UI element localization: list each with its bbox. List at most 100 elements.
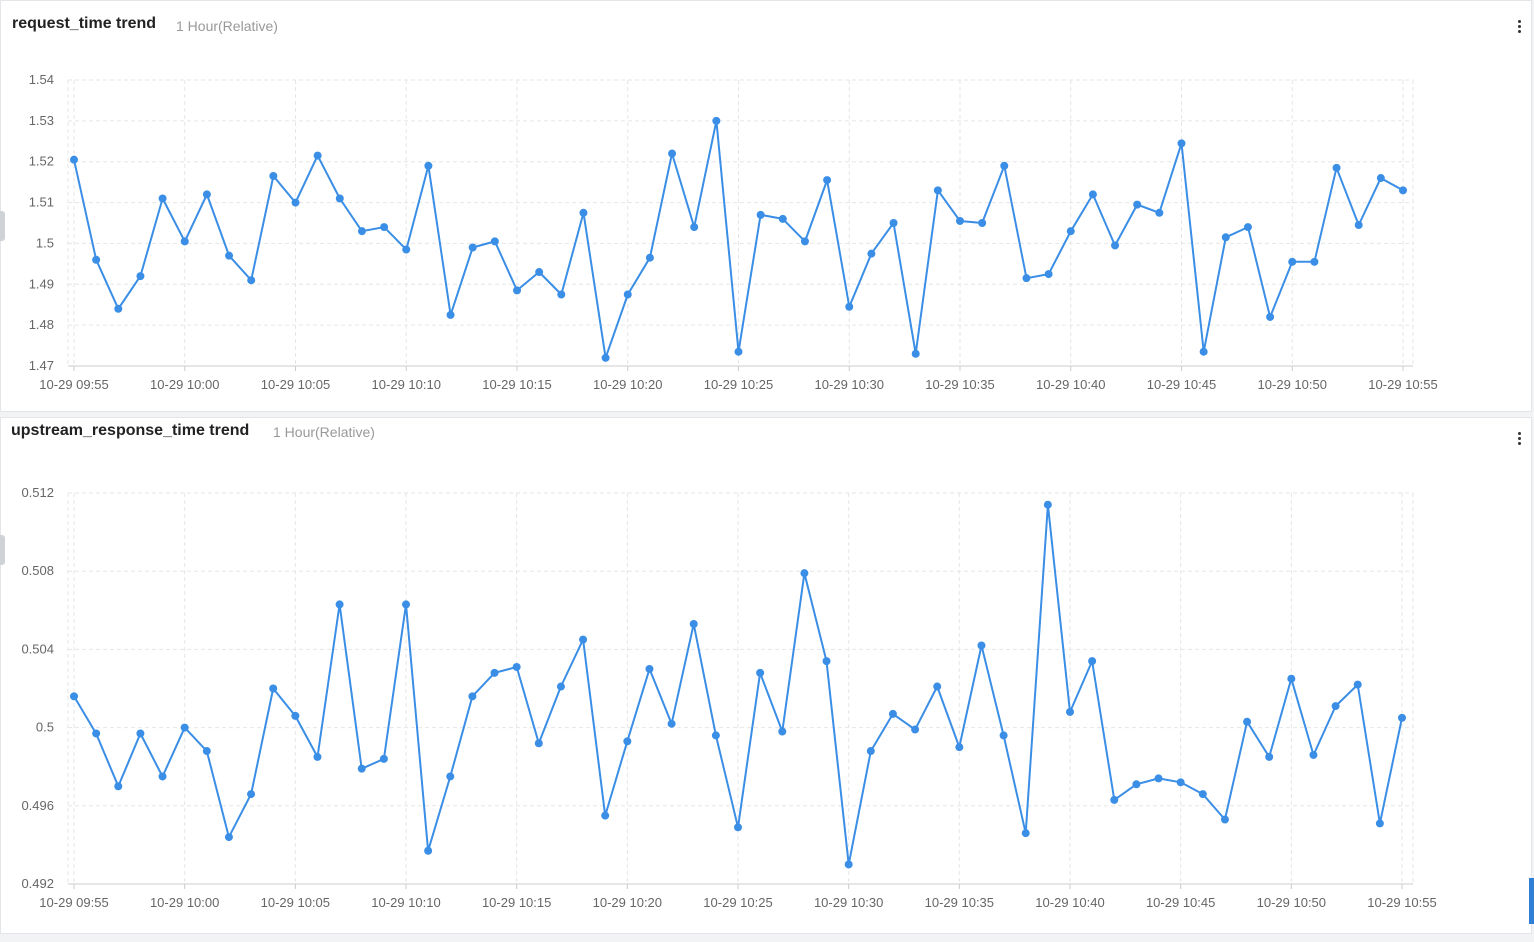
data-point[interactable] bbox=[1088, 190, 1097, 199]
data-point[interactable] bbox=[136, 272, 145, 281]
data-point[interactable] bbox=[579, 635, 588, 644]
data-point[interactable] bbox=[180, 237, 189, 246]
data-point[interactable] bbox=[1111, 241, 1120, 250]
data-point[interactable] bbox=[1133, 200, 1142, 209]
data-point[interactable] bbox=[402, 245, 411, 254]
data-point[interactable] bbox=[1309, 750, 1318, 759]
data-point[interactable] bbox=[866, 747, 875, 756]
data-point[interactable] bbox=[1398, 713, 1406, 722]
data-point[interactable] bbox=[1066, 227, 1075, 236]
data-point[interactable] bbox=[335, 194, 344, 203]
data-point[interactable] bbox=[1310, 257, 1319, 266]
data-point[interactable] bbox=[867, 249, 876, 258]
data-point[interactable] bbox=[845, 302, 854, 311]
data-point[interactable] bbox=[269, 172, 278, 181]
data-point[interactable] bbox=[645, 664, 654, 673]
data-point[interactable] bbox=[999, 731, 1008, 740]
data-point[interactable] bbox=[1176, 778, 1185, 787]
data-point[interactable] bbox=[1132, 780, 1141, 789]
data-point[interactable] bbox=[1243, 717, 1252, 726]
data-point[interactable] bbox=[1287, 674, 1296, 683]
data-point[interactable] bbox=[357, 764, 366, 773]
data-point[interactable] bbox=[446, 772, 455, 781]
time-range-label[interactable]: 1 Hour(Relative) bbox=[273, 424, 375, 440]
data-point[interactable] bbox=[379, 754, 388, 763]
data-point[interactable] bbox=[535, 268, 544, 277]
data-point[interactable] bbox=[778, 214, 787, 223]
data-point[interactable] bbox=[114, 304, 123, 313]
data-point[interactable] bbox=[1044, 270, 1053, 279]
data-point[interactable] bbox=[224, 833, 233, 842]
data-point[interactable] bbox=[490, 237, 499, 246]
data-point[interactable] bbox=[424, 161, 433, 170]
time-range-label[interactable]: 1 Hour(Relative) bbox=[176, 18, 278, 34]
data-point[interactable] bbox=[468, 243, 477, 252]
data-point[interactable] bbox=[1110, 795, 1119, 804]
data-point[interactable] bbox=[756, 210, 765, 219]
data-point[interactable] bbox=[1043, 500, 1052, 509]
data-point[interactable] bbox=[800, 237, 809, 246]
data-point[interactable] bbox=[114, 782, 123, 791]
data-point[interactable] bbox=[1066, 707, 1074, 716]
data-point[interactable] bbox=[1266, 312, 1275, 321]
data-point[interactable] bbox=[247, 276, 256, 285]
data-point[interactable] bbox=[313, 151, 322, 160]
data-point[interactable] bbox=[1221, 233, 1230, 242]
data-point[interactable] bbox=[933, 682, 942, 691]
side-tab[interactable] bbox=[1529, 878, 1534, 924]
data-point[interactable] bbox=[778, 727, 787, 736]
data-point[interactable] bbox=[623, 737, 632, 746]
data-point[interactable] bbox=[734, 347, 743, 356]
data-point[interactable] bbox=[955, 743, 964, 752]
data-point[interactable] bbox=[1220, 815, 1229, 824]
data-point[interactable] bbox=[1243, 223, 1252, 232]
data-point[interactable] bbox=[513, 286, 521, 295]
data-point[interactable] bbox=[291, 711, 300, 720]
data-point[interactable] bbox=[202, 747, 211, 756]
data-point[interactable] bbox=[1154, 774, 1163, 783]
data-point[interactable] bbox=[711, 731, 720, 740]
data-point[interactable] bbox=[933, 186, 942, 195]
data-point[interactable] bbox=[911, 725, 920, 734]
data-point[interactable] bbox=[667, 719, 676, 728]
data-point[interactable] bbox=[911, 349, 920, 358]
data-point[interactable] bbox=[690, 223, 699, 232]
data-point[interactable] bbox=[70, 692, 78, 701]
data-point[interactable] bbox=[225, 251, 234, 260]
data-point[interactable] bbox=[424, 846, 433, 855]
data-point[interactable] bbox=[269, 684, 278, 693]
data-point[interactable] bbox=[1177, 139, 1186, 148]
data-point[interactable] bbox=[1331, 702, 1340, 711]
data-point[interactable] bbox=[888, 709, 897, 718]
data-point[interactable] bbox=[380, 223, 389, 232]
data-point[interactable] bbox=[1088, 657, 1097, 666]
data-point[interactable] bbox=[1198, 790, 1207, 799]
data-point[interactable] bbox=[335, 600, 344, 609]
data-point[interactable] bbox=[92, 255, 101, 264]
data-point[interactable] bbox=[92, 729, 101, 738]
data-point[interactable] bbox=[136, 729, 145, 738]
data-point[interactable] bbox=[822, 657, 831, 666]
data-point[interactable] bbox=[357, 227, 366, 236]
data-point[interactable] bbox=[823, 176, 832, 185]
data-point[interactable] bbox=[978, 219, 987, 227]
data-point[interactable] bbox=[313, 752, 322, 761]
data-point[interactable] bbox=[534, 739, 543, 748]
data-point[interactable] bbox=[889, 219, 898, 227]
data-point[interactable] bbox=[689, 619, 698, 628]
data-point[interactable] bbox=[1265, 752, 1274, 761]
data-point[interactable] bbox=[734, 823, 742, 832]
data-point[interactable] bbox=[158, 194, 167, 203]
data-point[interactable] bbox=[956, 216, 964, 225]
data-point[interactable] bbox=[180, 723, 189, 732]
resize-handle[interactable] bbox=[0, 535, 5, 565]
data-point[interactable] bbox=[402, 600, 410, 609]
data-point[interactable] bbox=[1288, 257, 1297, 266]
data-point[interactable] bbox=[601, 353, 610, 362]
data-point[interactable] bbox=[800, 569, 809, 578]
data-point[interactable] bbox=[512, 662, 521, 671]
data-point[interactable] bbox=[1022, 274, 1031, 283]
data-point[interactable] bbox=[977, 641, 986, 650]
data-point[interactable] bbox=[645, 253, 654, 262]
data-point[interactable] bbox=[668, 149, 677, 158]
